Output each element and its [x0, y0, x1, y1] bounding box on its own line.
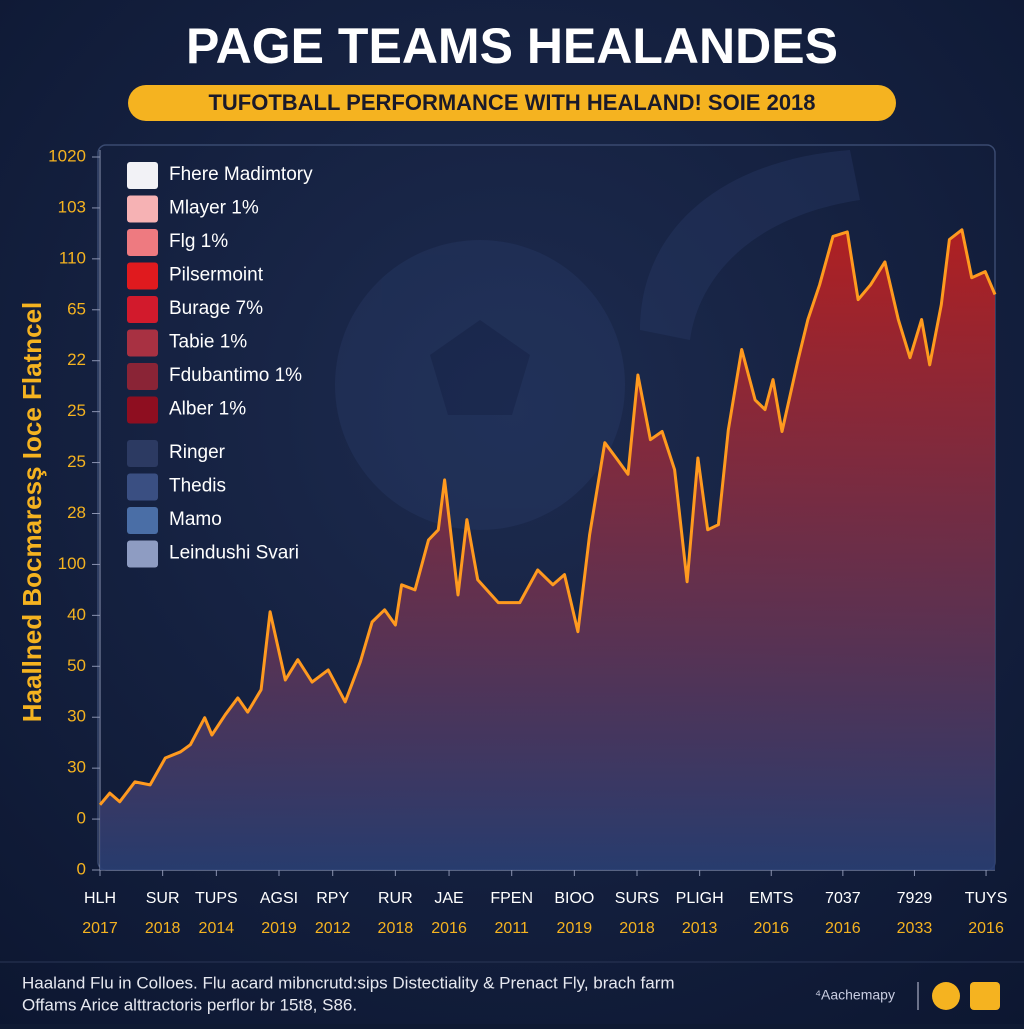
y-axis-label: Haallned Bocmaresş Ioce Flatncel — [17, 302, 47, 723]
x-tick-year: 2018 — [145, 920, 181, 937]
legend-swatch — [127, 396, 158, 424]
y-tick-label: 0 — [77, 809, 86, 828]
x-tick-year: 2012 — [315, 920, 351, 937]
y-tick-label: 103 — [58, 197, 86, 216]
footer-text: Haaland Flu in Colloes. Flu acard mibncr… — [22, 973, 675, 992]
line — [98, 228, 997, 806]
legend-label: Flg 1% — [169, 231, 228, 252]
x-tick-label: SUR — [146, 890, 180, 907]
legend-swatch — [127, 540, 158, 568]
x-tick-label: RUR — [378, 890, 413, 907]
footer-icon[interactable] — [970, 982, 1000, 1010]
chart-title: PAGE TEAMS HEALANDES — [186, 18, 838, 74]
x-tick-label: TUPS — [195, 890, 238, 907]
x-tick-year: 2018 — [619, 920, 655, 937]
y-tick-label: 30 — [67, 758, 86, 777]
x-tick-year: 2016 — [753, 920, 789, 937]
legend-swatch — [127, 507, 158, 534]
x-tick-year: 2033 — [897, 920, 933, 937]
legend-label: Thedis — [169, 476, 226, 497]
x-tick-year: 2018 — [378, 920, 414, 937]
legend-label: Leindushi Svari — [169, 543, 299, 564]
footer-text: Offams Arice alttractoris perflor br 15t… — [22, 995, 357, 1014]
x-tick-label: JAE — [434, 890, 463, 907]
legend-label: Fhere Madimtory — [169, 164, 313, 185]
legend-swatch — [127, 229, 158, 256]
legend-swatch — [127, 262, 158, 290]
x-tick-label: FPEN — [490, 890, 533, 907]
y-tick-label: 50 — [67, 656, 86, 675]
x-tick-year: 2011 — [494, 920, 529, 937]
y-tick-label: 110 — [59, 248, 86, 267]
x-tick-year: 2019 — [261, 920, 297, 937]
x-tick-label: AGSI — [260, 890, 298, 907]
legend-label: Pilsermoint — [169, 265, 264, 286]
x-tick-label: RPY — [316, 890, 349, 907]
x-tick-year: 2016 — [825, 920, 861, 937]
legend-label: Mlayer 1% — [169, 198, 259, 219]
x-tick-label: 7037 — [825, 890, 861, 907]
x-tick-year: 2014 — [199, 920, 235, 937]
y-tick-label: 22 — [67, 350, 86, 369]
x-tick-label: TUYS — [965, 890, 1008, 907]
legend-label: Fdubantimo 1% — [169, 365, 302, 386]
x-tick-label: HLH — [84, 890, 116, 907]
subtitle-pill — [128, 85, 896, 121]
footer-icon[interactable] — [932, 982, 960, 1010]
legend-label: Alber 1% — [169, 399, 246, 420]
legend-label: Burage 7% — [169, 298, 263, 319]
legend-swatch — [127, 363, 158, 390]
x-tick-year: 2013 — [682, 920, 718, 937]
x-tick-year: 2016 — [431, 920, 467, 937]
y-tick-label: 28 — [67, 503, 86, 522]
y-tick-label: 40 — [67, 605, 86, 624]
x-tick-label: EMTS — [749, 890, 793, 907]
chart-subtitle: TUFOTBALL PERFORMANCE WITH HEALAND! SOIE… — [208, 90, 815, 115]
x-tick-label: BIOO — [554, 890, 594, 907]
y-tick-label: 0 — [77, 859, 86, 878]
y-tick-label: 100 — [58, 554, 86, 573]
footer-brand: ⁴Aachemapy — [815, 987, 895, 1003]
y-tick-label: 1020 — [48, 146, 86, 165]
legend-swatch — [127, 195, 158, 223]
legend-swatch — [127, 329, 158, 357]
legend-label: Ringer — [169, 442, 226, 463]
legend-swatch — [127, 440, 158, 467]
y-tick-label: 65 — [67, 299, 86, 318]
legend-label: Tabie 1% — [169, 332, 247, 353]
x-tick-year: 2016 — [968, 920, 1004, 937]
x-tick-label: SURS — [615, 890, 659, 907]
x-tick-label: PLIGH — [676, 890, 724, 907]
legend-swatch — [127, 473, 158, 501]
x-tick-label: 7929 — [897, 890, 933, 907]
x-tick-year: 2019 — [557, 920, 593, 937]
x-tick-year: 2017 — [82, 920, 118, 937]
ball-decoration — [335, 150, 860, 530]
y-tick-label: 25 — [67, 452, 86, 471]
y-tick-label: 25 — [67, 401, 86, 420]
y-tick-label: 30 — [67, 707, 86, 726]
legend-swatch — [127, 296, 158, 323]
legend-swatch — [127, 162, 158, 189]
legend-label: Mamo — [169, 509, 222, 530]
